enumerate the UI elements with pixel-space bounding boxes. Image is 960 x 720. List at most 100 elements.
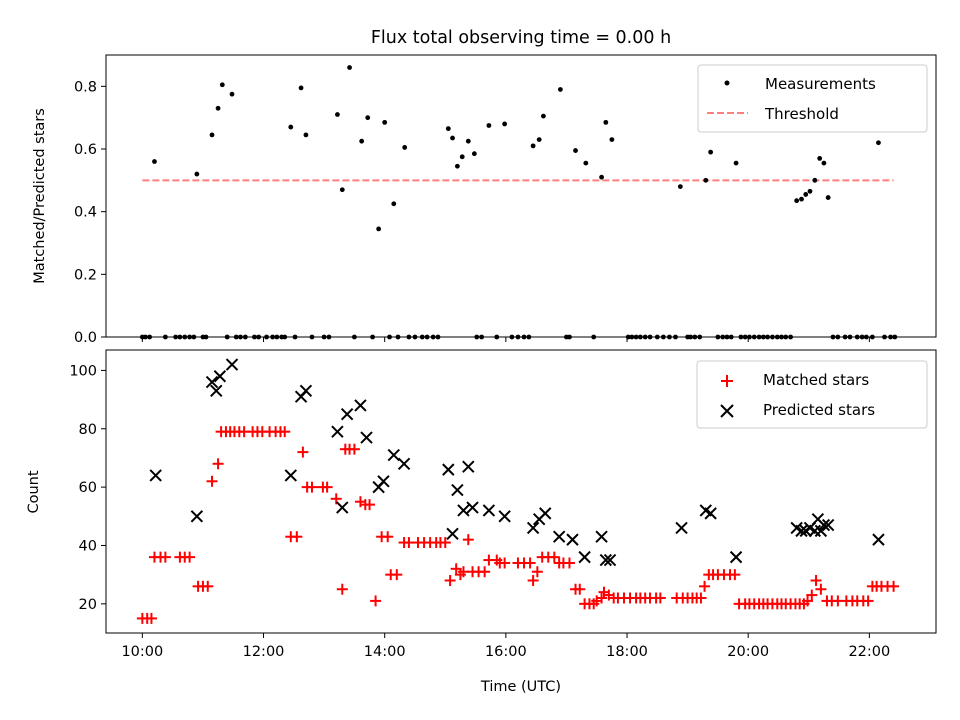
measurement-point <box>194 171 200 177</box>
measurement-point <box>703 177 709 183</box>
matched-star-marker <box>563 557 575 569</box>
bottom-x-tick-label: 10:00 <box>121 644 163 660</box>
bottom-panel: 20 40 60 80 100 10:00 12:00 14:00 16:00 18:00 20:… <box>26 349 937 695</box>
bottom-x-axis-label: Time (UTC) <box>480 679 561 695</box>
top-y-tick-label: 0.0 <box>74 330 97 346</box>
bottom-x-tick-label: 12:00 <box>243 644 285 660</box>
legend-predicted-label: Predicted stars <box>763 401 875 419</box>
top-panel: 0.00.20.40.60.8 Matched/Predicted stars … <box>32 54 937 346</box>
matched-star-marker <box>212 458 224 470</box>
bottom-x-tick-label: 16:00 <box>485 644 527 660</box>
predicted-star-marker <box>552 530 566 543</box>
predicted-star-marker <box>872 533 885 546</box>
matched-star-marker <box>596 592 608 604</box>
matched-star-marker <box>202 580 214 592</box>
predicted-star-marker <box>299 384 313 398</box>
top-y-axis-ticks: 0.0 0.2 0.4 0.6 0.8 <box>74 79 106 346</box>
measurement-point <box>219 82 225 88</box>
measurement-point <box>209 132 215 138</box>
matched-star-marker <box>206 475 218 487</box>
matched-star-marker <box>548 551 560 563</box>
predicted-star-marker <box>566 533 579 546</box>
predicted-star-marker <box>675 521 688 535</box>
measurement-point <box>502 121 508 127</box>
measurement-point <box>347 65 352 70</box>
bottom-y-tick-label: 80 <box>79 422 97 438</box>
bottom-legend-box <box>696 360 928 429</box>
measurement-point <box>335 112 340 117</box>
measurement-point <box>583 160 589 166</box>
measurement-point <box>152 159 157 164</box>
top-y-axis-label: Matched/Predicted stars <box>32 108 48 284</box>
measurement-point <box>471 151 477 157</box>
measurement-point <box>465 138 471 144</box>
predicted-star-marker <box>814 524 828 538</box>
top-legend-box <box>697 64 928 133</box>
measurement-point <box>359 138 365 144</box>
matched-star-marker <box>391 569 403 581</box>
predicted-star-marker <box>360 431 373 444</box>
legend-threshold-label: Threshold <box>764 105 839 123</box>
measurement-point <box>298 85 304 91</box>
predicted-star-marker <box>498 510 511 523</box>
matched-star-marker <box>330 493 342 505</box>
measurement-point <box>530 143 536 149</box>
measurement-point <box>803 192 809 197</box>
legend-measurements-label: Measurements <box>765 75 876 93</box>
matched-star-marker <box>862 595 874 607</box>
predicted-star-marker <box>704 507 717 520</box>
predicted-star-marker <box>451 483 464 497</box>
predicted-star-marker <box>457 504 470 517</box>
measurement-point <box>825 195 831 200</box>
matched-star-marker <box>729 569 741 581</box>
predicted-star-marker <box>817 518 831 532</box>
predicted-star-marker <box>205 375 219 389</box>
top-y-tick-label: 0.6 <box>74 142 97 158</box>
predicted-star-marker <box>795 524 808 538</box>
measurement-point <box>382 119 388 125</box>
measurement-point <box>229 91 235 97</box>
bottom-x-tick-label: 20:00 <box>727 644 769 660</box>
matched-star-marker <box>695 592 707 604</box>
measurement-point <box>402 145 408 150</box>
predicted-star-marker <box>526 521 540 535</box>
predicted-star-marker <box>336 501 349 514</box>
top-y-tick-label: 0.4 <box>74 205 97 221</box>
bottom-y-tick-label: 20 <box>79 597 97 613</box>
legend-matched-label: Matched stars <box>763 371 869 389</box>
predicted-star-marker <box>213 370 227 383</box>
measurement-point <box>339 187 345 193</box>
predicted-star-marker <box>595 530 608 543</box>
matched-star-marker <box>574 583 586 595</box>
measurement-point <box>573 148 578 153</box>
measurement-point <box>794 198 800 204</box>
measurement-point <box>677 184 683 190</box>
measurement-point <box>365 115 371 121</box>
bottom-y-tick-label: 60 <box>79 480 97 496</box>
bottom-legend: Matched stars Predicted stars <box>696 360 928 429</box>
matched-star-marker <box>462 534 474 546</box>
bottom-plot-frame <box>105 349 937 634</box>
measurement-point <box>733 160 739 166</box>
legend-predicted-marker <box>720 404 734 418</box>
predicted-star-marker <box>446 527 459 541</box>
matched-star-marker <box>479 566 491 578</box>
bottom-y-axis-label: Count <box>26 470 42 513</box>
legend-measurements-marker <box>724 80 730 86</box>
bottom-x-axis-ticks: 10:00 12:00 14:00 16:00 18:00 20:00 22:00 <box>121 633 890 660</box>
matched-star-marker <box>145 612 157 624</box>
predicted-star-marker <box>482 504 496 517</box>
matched-star-marker <box>450 563 462 575</box>
matched-star-marker <box>444 574 456 586</box>
top-legend: Measurements Threshold <box>697 64 928 133</box>
measurement-point <box>603 119 609 125</box>
matched-stars-points <box>136 426 900 624</box>
matched-star-marker <box>531 566 543 578</box>
bottom-y-tick-label: 100 <box>69 363 97 379</box>
matched-star-marker <box>499 557 511 569</box>
bottom-y-tick-label: 40 <box>79 538 97 554</box>
predicted-star-marker <box>225 358 239 371</box>
matched-star-marker <box>279 426 291 438</box>
measurement-point <box>807 188 813 194</box>
